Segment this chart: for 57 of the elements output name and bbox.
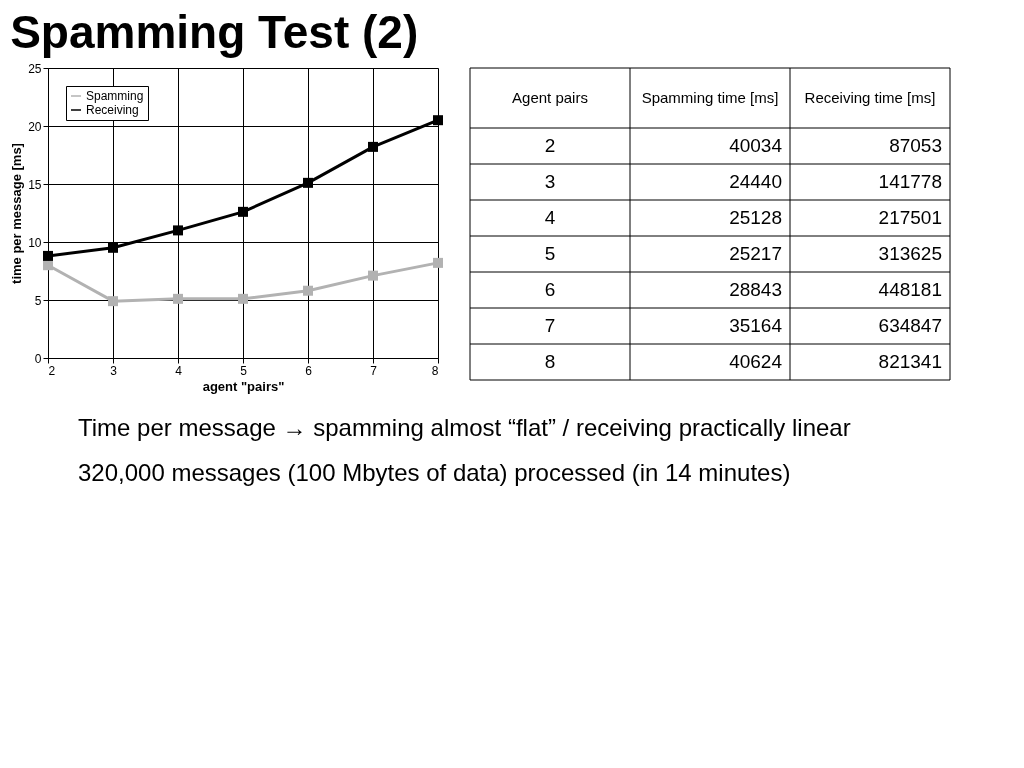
- y-tick-label: 20: [28, 119, 42, 134]
- legend-label: Receiving: [86, 103, 139, 117]
- text: 4: [544, 207, 556, 228]
- text: Spamming time [ms]: [641, 89, 779, 106]
- y-axis-title: time per message [ms]: [9, 143, 25, 284]
- text: 821341: [878, 351, 942, 372]
- point: [108, 296, 118, 307]
- text: 35164: [729, 315, 783, 336]
- point: [173, 293, 183, 304]
- text: 7: [544, 315, 556, 336]
- text: 6: [544, 279, 556, 300]
- y-tick-label: 10: [28, 235, 42, 250]
- text: 24440: [729, 171, 782, 192]
- x-tick-label: 6: [305, 363, 313, 378]
- text: 40624: [729, 351, 783, 372]
- point: [368, 270, 378, 281]
- text: Agent pairs: [512, 89, 588, 106]
- point: [368, 141, 378, 152]
- point: [303, 285, 313, 296]
- point: [303, 177, 313, 188]
- y-tick-label: 25: [28, 61, 42, 76]
- text: 25217: [729, 243, 782, 264]
- legend-label: Spamming: [86, 89, 144, 103]
- text: Receiving time [ms]: [804, 89, 936, 106]
- text: 25128: [729, 207, 782, 228]
- y-tick-label: 0: [34, 351, 42, 366]
- text: Time per message → spamming almost “flat” / receiving practically linear: [78, 414, 851, 441]
- point: [238, 206, 248, 217]
- x-tick-label: 8: [431, 363, 439, 378]
- point: [238, 293, 248, 304]
- point: [43, 250, 53, 261]
- text: 28843: [729, 279, 782, 300]
- x-tick-label: 5: [240, 363, 248, 378]
- y-tick-label: 15: [28, 177, 42, 192]
- x-tick-label: 4: [175, 363, 183, 378]
- text: 3: [544, 171, 556, 192]
- x-tick-label: 7: [370, 363, 378, 378]
- point: [43, 260, 53, 271]
- text: 141778: [878, 171, 942, 192]
- point: [433, 115, 443, 126]
- text: 634847: [878, 315, 942, 336]
- text: 87053: [889, 135, 942, 156]
- y-tick-label: 5: [34, 293, 42, 308]
- text: 217501: [878, 207, 942, 228]
- x-tick-label: 3: [110, 363, 118, 378]
- text: 320,000 messages (100 Mbytes of data) processed (in 14 minutes): [78, 459, 791, 486]
- point: [433, 257, 443, 268]
- point: [173, 225, 183, 236]
- text: 313625: [878, 243, 942, 264]
- point: [108, 242, 118, 253]
- text: 5: [544, 243, 556, 264]
- x-axis-title: agent "pairs": [202, 378, 285, 394]
- chart-title: Spamming Test (2): [10, 5, 419, 58]
- text: 2: [544, 135, 556, 156]
- text: 40034: [729, 135, 783, 156]
- x-tick-label: 2: [48, 363, 56, 378]
- text: 448181: [878, 279, 942, 300]
